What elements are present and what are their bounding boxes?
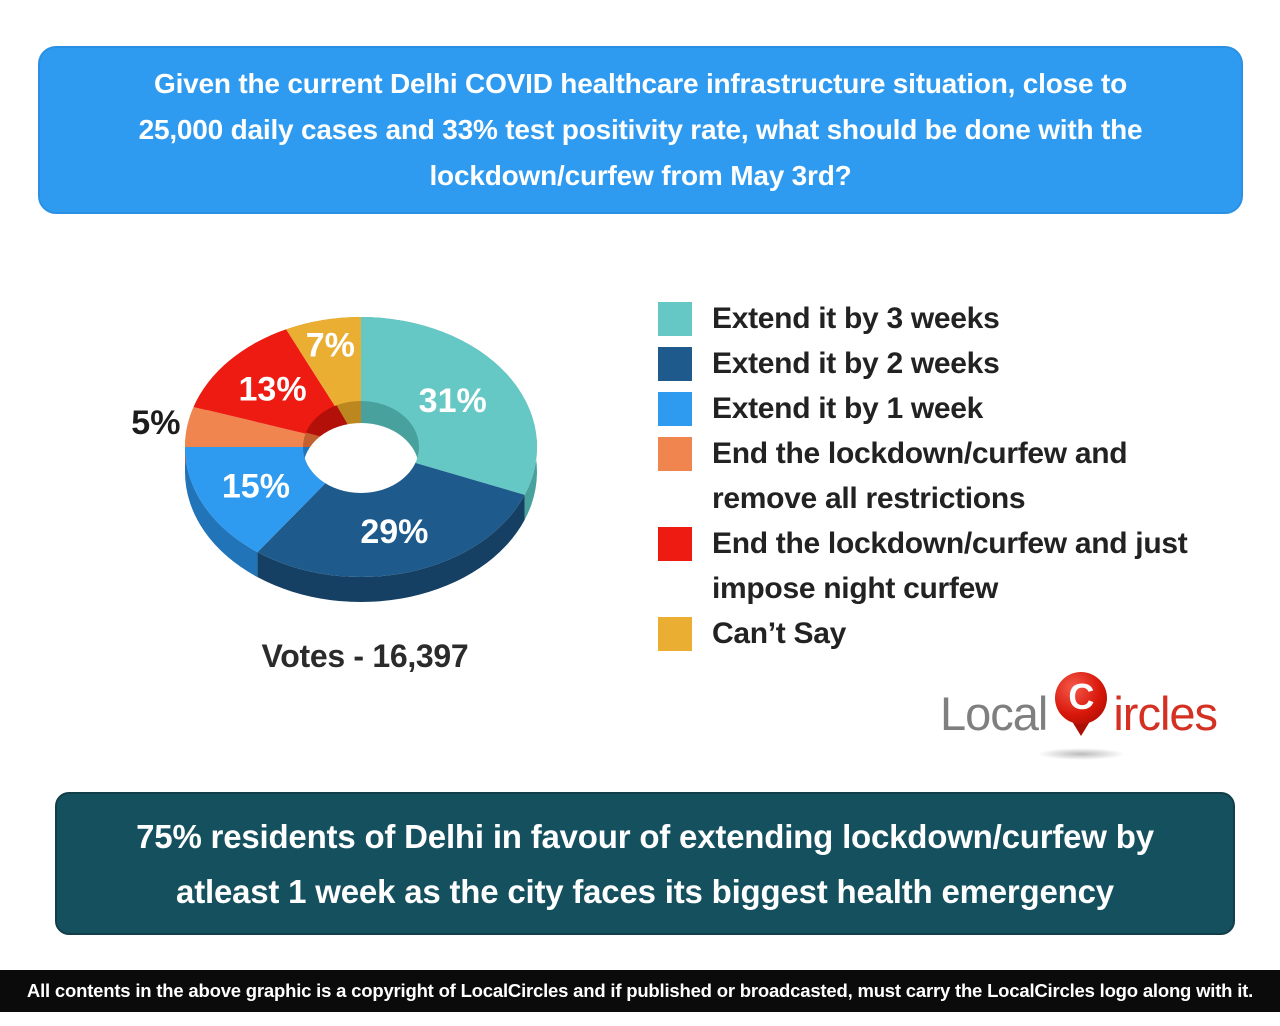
legend-item: Extend it by 3 weeks <box>658 296 1223 341</box>
logo-pin-circle-icon: C <box>1055 672 1108 724</box>
question-box: Given the current Delhi COVID healthcare… <box>38 46 1243 214</box>
pie-percent-label: 29% <box>360 513 428 551</box>
legend-swatch-icon <box>658 392 692 426</box>
legend-item-label: End the lockdown/curfew and just impose … <box>712 527 1188 605</box>
summary-line-1: 75% residents of Delhi in favour of exte… <box>136 817 1154 855</box>
legend-swatch-icon <box>658 302 692 336</box>
pie-percent-label: 7% <box>306 327 355 365</box>
legend-swatch-icon <box>658 527 692 561</box>
pie-percent-label: 15% <box>222 468 290 506</box>
legend-item: Extend it by 2 weeks <box>658 341 1223 386</box>
copyright-bar: All contents in the above graphic is a c… <box>0 970 1280 1012</box>
copyright-text: All contents in the above graphic is a c… <box>26 980 1254 1001</box>
question-line-1: Given the current Delhi COVID healthcare… <box>154 68 1127 99</box>
summary-line-2: atleast 1 week as the city faces its big… <box>176 872 1114 910</box>
legend-item: End the lockdown/curfew and just impose … <box>658 521 1223 611</box>
logo-pin-icon: C <box>1037 672 1126 760</box>
question-line-2: 25,000 daily cases and 33% test positivi… <box>138 114 1143 145</box>
legend-item-label: Extend it by 2 weeks <box>712 347 1000 380</box>
legend-swatch-icon <box>658 617 692 651</box>
legend-swatch-icon <box>658 347 692 381</box>
legend-item-label: Extend it by 1 week <box>712 392 984 425</box>
question-line-3: lockdown/curfew from May 3rd? <box>429 160 852 191</box>
legend-item: Extend it by 1 week <box>658 386 1223 431</box>
legend-item-label: End the lockdown/curfew and remove all r… <box>712 437 1128 515</box>
legend-item-label: Can’t Say <box>712 617 847 650</box>
legend-item: Can’t Say <box>658 611 1223 656</box>
logo-text-ircles: ircles <box>1113 687 1218 740</box>
pie-percent-label: 5% <box>131 404 180 442</box>
pie-slice-wall <box>185 447 258 578</box>
summary-box: 75% residents of Delhi in favour of exte… <box>55 792 1235 935</box>
localcircles-logo: Local C ircles <box>940 664 1218 760</box>
logo-text-local: Local <box>940 687 1048 740</box>
legend-swatch-icon <box>658 437 692 471</box>
donut-chart: 31% 29% 15% 5% 13% 7% <box>131 317 537 602</box>
pie-slice-wall <box>257 494 525 602</box>
pie-percent-label: 13% <box>239 370 307 408</box>
pie-slice <box>257 447 525 577</box>
legend-item-label: Extend it by 3 weeks <box>712 302 1000 335</box>
pie-percent-label: 31% <box>419 382 487 420</box>
logo-shadow <box>1037 748 1126 760</box>
legend: Extend it by 3 weeks Extend it by 2 weeks… <box>658 296 1223 656</box>
legend-item: End the lockdown/curfew and remove all r… <box>658 431 1223 521</box>
votes-count: Votes - 16,397 <box>261 638 469 674</box>
